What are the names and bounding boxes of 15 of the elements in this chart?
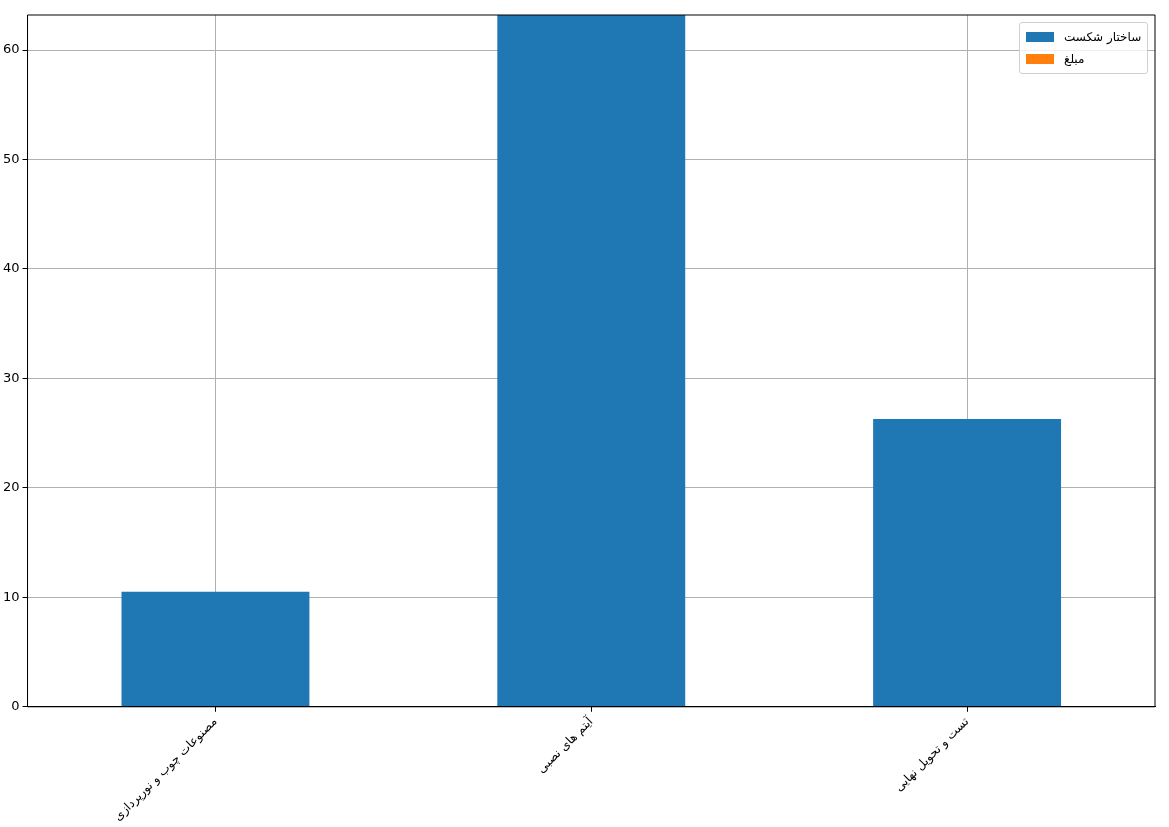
y-tick-label: 60 <box>3 41 20 57</box>
legend-label: مبلغ <box>1064 52 1085 66</box>
y-tick-label: 30 <box>3 369 20 385</box>
x-tick-label: آیتم های نصبی <box>533 713 597 776</box>
legend-label: ساختار شکست <box>1064 30 1142 44</box>
bar <box>497 15 686 707</box>
bar <box>121 591 310 707</box>
y-tick-label: 0 <box>11 698 20 714</box>
x-tick-label: تست و تحویل نهایی <box>891 714 973 795</box>
y-tick-label: 20 <box>3 479 20 495</box>
x-tick-label: مصنوعات چوب و نورپردازی <box>110 714 221 824</box>
bar <box>873 418 1062 707</box>
y-tick-label: 50 <box>3 150 20 166</box>
y-tick-label: 40 <box>3 260 20 276</box>
y-tick-label: 10 <box>3 588 20 604</box>
